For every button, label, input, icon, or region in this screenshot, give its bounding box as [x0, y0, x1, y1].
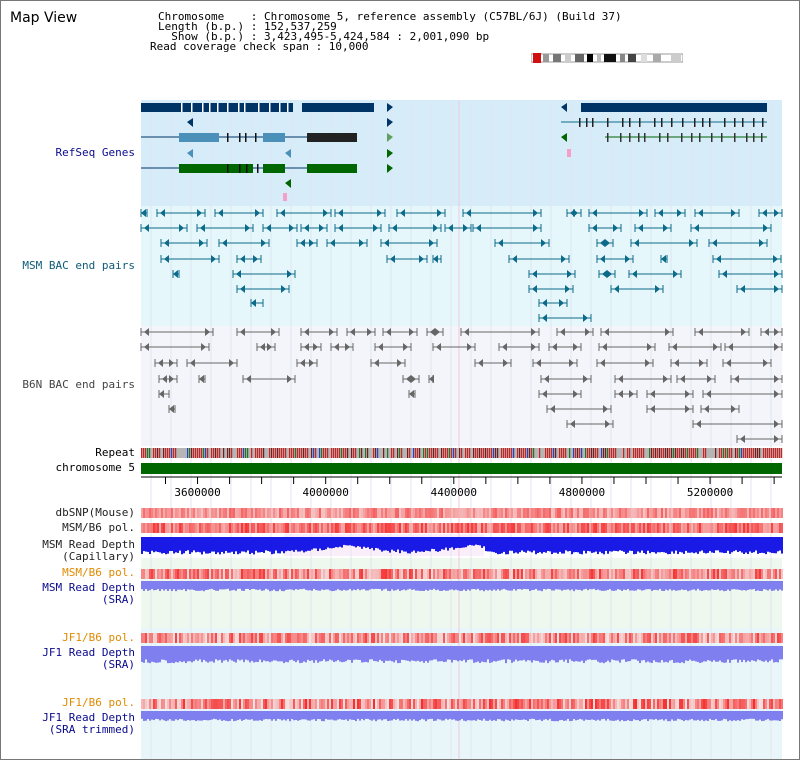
axis-tick-label: 4400000 [431, 486, 477, 499]
track-label-jf1-b6-pol[interactable]: JF1/B6 pol. [62, 631, 135, 644]
track-label-msm-depth-capillary-sub: (Capillary) [62, 550, 135, 563]
track-label-refseq[interactable]: RefSeq Genes [55, 146, 135, 159]
msm-bac-band [141, 206, 782, 326]
chromosome-ideogram[interactable] [531, 53, 683, 63]
track-label-msm-depth-sra-sub: (SRA) [101, 593, 135, 606]
track-label-repeat[interactable]: Repeat [95, 446, 135, 459]
track-label-jf1-depth-sra[interactable]: JF1 Read Depth [42, 646, 135, 659]
track-label-dbsnp[interactable]: dbSNP(Mouse) [55, 506, 135, 519]
axis-tick-label: 5200000 [687, 486, 733, 499]
page-title: Map View [10, 10, 78, 26]
track-label-jf1-depth-sra-sub: (SRA) [101, 658, 135, 671]
track-label-jf1-depth-trimmed-sub: (SRA trimmed) [48, 723, 135, 736]
refseq-band [141, 100, 782, 206]
track-label-msm-b6-pol[interactable]: MSM/B6 pol. [62, 521, 135, 534]
track-label-chromosome[interactable]: chromosome 5 [55, 461, 135, 474]
track-label-msm-b6-pol-2[interactable]: MSM/B6 pol. [62, 566, 135, 579]
repeat-track [141, 448, 783, 458]
coverage-span-info: Read coverage check span : 10,000 [150, 40, 369, 53]
chromosome-info: Chromosome : Chromosome 5, reference ass… [158, 10, 622, 23]
track-label-msm-depth-sra[interactable]: MSM Read Depth [42, 581, 135, 594]
b6n-bac-band [141, 326, 782, 446]
axis-tick-label: 3600000 [174, 486, 220, 499]
show-range-info: Show (b.p.) : 3,423,495-5,424,584 : 2,00… [158, 30, 490, 43]
track-label-jf1-b6-pol-2[interactable]: JF1/B6 pol. [62, 696, 135, 709]
length-info: Length (b.p.) : 152,537,259 [158, 20, 337, 33]
msm-depth-bg [141, 558, 782, 628]
axis-tick-label: 4000000 [302, 486, 348, 499]
chromosome-bar [141, 463, 782, 474]
axis-tick-label: 4800000 [559, 486, 605, 499]
msm-bac-end-pairs [140, 209, 783, 322]
track-label-jf1-depth-trimmed[interactable]: JF1 Read Depth [42, 711, 135, 724]
b6n-bac-end-pairs [140, 328, 783, 443]
track-label-msm-depth-capillary[interactable]: MSM Read Depth [42, 538, 135, 551]
position-axis: 3600000 4000000 4400000 4800000 5200000 [141, 476, 782, 499]
track-label-msm-bac[interactable]: MSM BAC end pairs [22, 259, 135, 272]
track-label-b6n-bac[interactable]: B6N BAC end pairs [22, 378, 135, 391]
